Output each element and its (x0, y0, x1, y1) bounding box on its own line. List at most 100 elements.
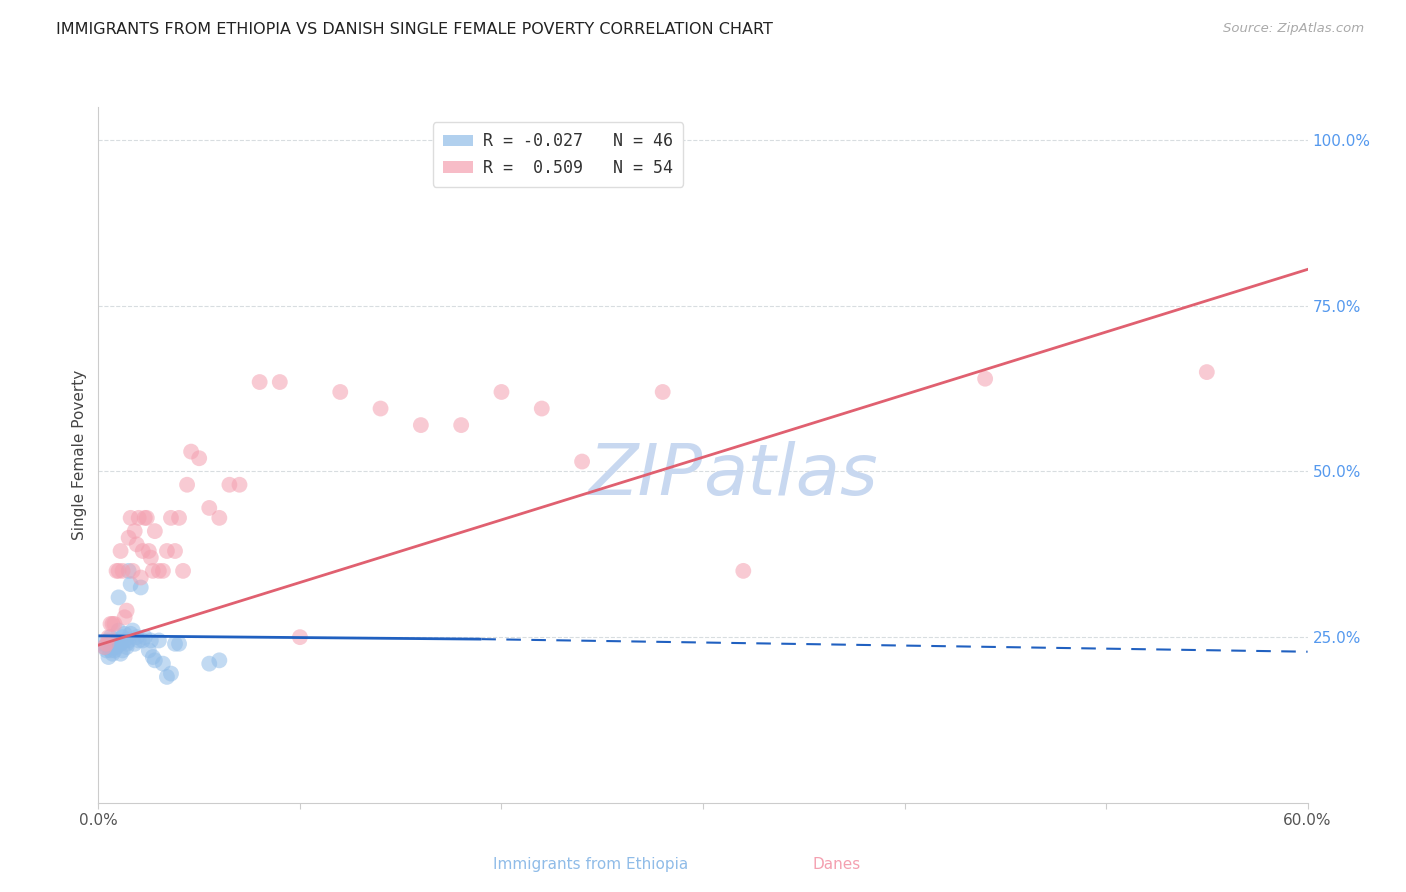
Point (97, 630, 120, 644)
Point (249, 375, 271, 389)
Point (138, 544, 160, 558)
Point (571, 454, 593, 468)
Text: Immigrants from Ethiopia: Immigrants from Ethiopia (494, 857, 688, 872)
Point (139, 550, 162, 565)
Point (135, 511, 157, 525)
Point (100, 616, 122, 631)
Point (118, 564, 141, 578)
Point (1195, 365, 1218, 379)
Y-axis label: Single Female Poverty: Single Female Poverty (72, 370, 87, 540)
Point (120, 627, 142, 641)
Point (134, 511, 156, 525)
Point (100, 643, 122, 657)
Point (139, 633, 162, 648)
Point (370, 401, 392, 416)
Point (218, 477, 240, 491)
Point (115, 640, 138, 654)
Point (974, 372, 997, 386)
Point (110, 647, 132, 661)
Point (160, 511, 183, 525)
Point (124, 524, 146, 538)
Point (228, 477, 250, 491)
Point (167, 637, 190, 651)
Point (111, 643, 134, 657)
Point (128, 511, 150, 525)
Point (138, 643, 160, 657)
Point (107, 624, 129, 638)
Point (120, 577, 142, 591)
Point (143, 653, 166, 667)
Point (118, 531, 141, 545)
Point (105, 564, 128, 578)
Text: Danes: Danes (813, 857, 860, 872)
Point (103, 643, 125, 657)
Point (152, 657, 174, 671)
Point (148, 633, 170, 648)
Point (96, 637, 118, 651)
Point (118, 633, 141, 648)
Point (105, 633, 128, 648)
Point (156, 670, 179, 684)
Point (176, 477, 198, 491)
Point (114, 633, 136, 648)
Point (198, 500, 221, 515)
Point (114, 627, 136, 641)
Text: atlas: atlas (703, 442, 877, 510)
Point (409, 418, 432, 433)
Point (110, 637, 132, 651)
Point (142, 564, 165, 578)
Legend: R = -0.027   N = 46, R =  0.509   N = 54: R = -0.027 N = 46, R = 0.509 N = 54 (433, 122, 683, 186)
Point (103, 616, 125, 631)
Point (148, 564, 170, 578)
Point (491, 384, 513, 399)
Point (651, 384, 673, 399)
Text: ZIP: ZIP (589, 442, 703, 510)
Point (163, 637, 186, 651)
Point (107, 591, 129, 605)
Point (103, 637, 125, 651)
Point (114, 610, 136, 624)
Point (105, 640, 128, 654)
Point (134, 630, 156, 644)
Point (121, 624, 143, 638)
Point (198, 657, 221, 671)
Point (100, 630, 122, 644)
Point (97, 633, 120, 648)
Point (152, 564, 174, 578)
Point (128, 633, 150, 648)
Point (129, 581, 152, 595)
Point (288, 630, 311, 644)
Point (269, 375, 291, 389)
Point (111, 630, 134, 644)
Point (115, 604, 138, 618)
Point (101, 647, 124, 661)
Point (329, 384, 352, 399)
Point (97, 650, 120, 665)
Point (111, 564, 134, 578)
Point (530, 401, 553, 416)
Point (129, 570, 152, 584)
Point (156, 544, 179, 558)
Point (208, 511, 231, 525)
Point (132, 633, 155, 648)
Point (167, 511, 190, 525)
Point (101, 616, 124, 631)
Point (172, 564, 194, 578)
Point (450, 418, 472, 433)
Point (733, 564, 755, 578)
Point (120, 511, 142, 525)
Point (208, 653, 231, 667)
Point (96, 643, 118, 657)
Point (107, 564, 129, 578)
Point (160, 666, 183, 681)
Point (125, 630, 148, 644)
Point (93, 640, 115, 654)
Point (93, 640, 115, 654)
Point (101, 640, 124, 654)
Point (188, 451, 211, 466)
Point (110, 544, 132, 558)
Text: IMMIGRANTS FROM ETHIOPIA VS DANISH SINGLE FEMALE POVERTY CORRELATION CHART: IMMIGRANTS FROM ETHIOPIA VS DANISH SINGL… (56, 22, 773, 37)
Text: Source: ZipAtlas.com: Source: ZipAtlas.com (1223, 22, 1364, 36)
Point (121, 564, 143, 578)
Point (143, 524, 166, 538)
